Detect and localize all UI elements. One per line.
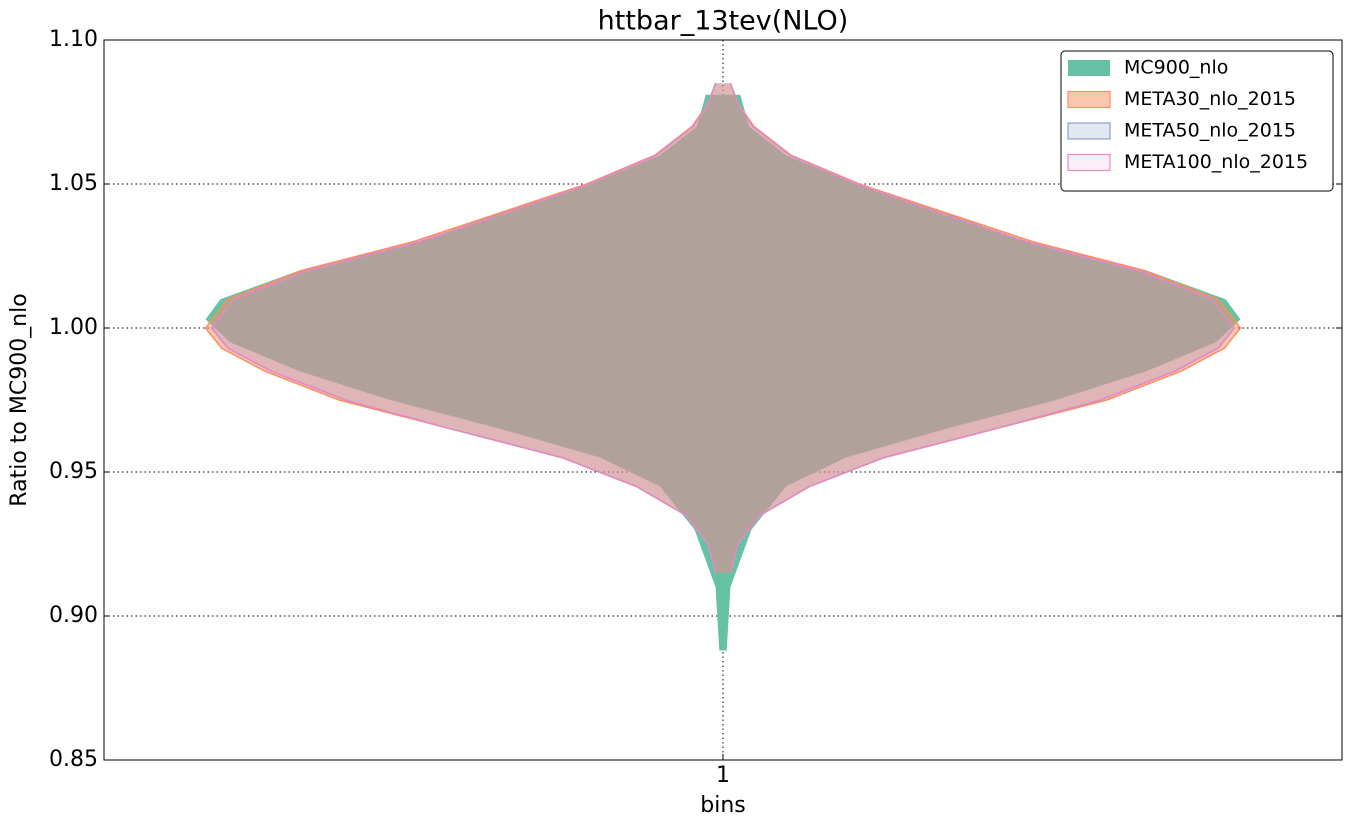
plot-frame bbox=[103, 39, 1343, 761]
legend-label: META30_nlo_2015 bbox=[1124, 88, 1296, 110]
y-axis-label: Ratio to MC900_nlo bbox=[7, 293, 32, 506]
x-tick-label: 1 bbox=[716, 763, 730, 788]
legend-label: MC900_nlo bbox=[1124, 57, 1228, 79]
legend-swatch bbox=[1067, 122, 1111, 140]
violin-body bbox=[211, 83, 1235, 573]
legend-box bbox=[1060, 50, 1334, 192]
y-tick-label: 0.85 bbox=[49, 747, 98, 772]
violin-right bbox=[729, 82, 1236, 573]
legend-swatch bbox=[1068, 60, 1110, 76]
x-axis-label: bins bbox=[700, 793, 745, 818]
legend-label: META100_nlo_2015 bbox=[1124, 151, 1308, 173]
y-tick-label: 1.00 bbox=[49, 315, 98, 340]
violin-left bbox=[210, 82, 717, 573]
y-tick-label: 0.95 bbox=[49, 459, 98, 484]
y-tick-label: 1.10 bbox=[49, 27, 98, 52]
y-tick-label: 0.90 bbox=[49, 603, 98, 628]
violin-body bbox=[205, 83, 1241, 573]
y-tick-label: 1.05 bbox=[49, 171, 98, 196]
legend-swatch bbox=[1067, 90, 1111, 109]
chart-title: httbar_13tev(NLO) bbox=[598, 6, 849, 37]
legend-label: META50_nlo_2015 bbox=[1124, 120, 1296, 142]
legend-swatch bbox=[1067, 153, 1111, 172]
violin-body bbox=[211, 83, 1235, 573]
